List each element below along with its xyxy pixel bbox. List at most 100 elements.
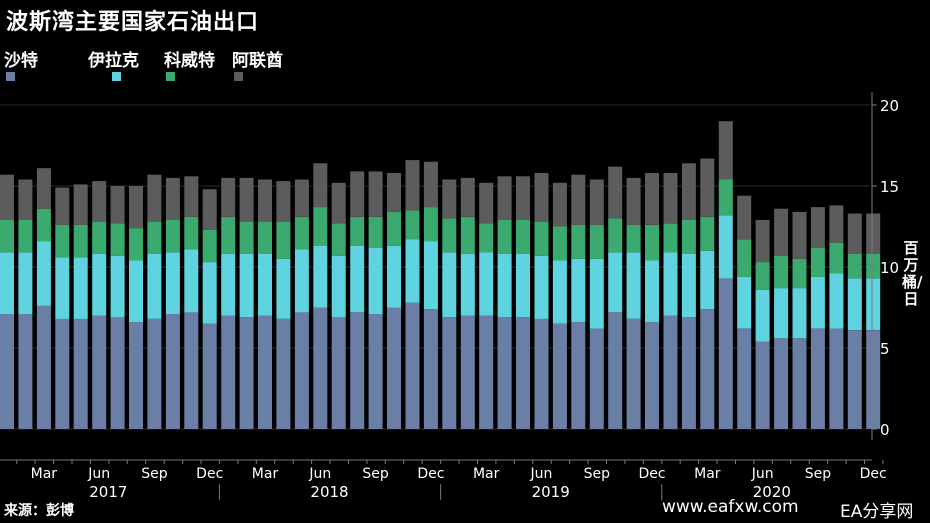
bar-segment-uae: [774, 208, 789, 256]
bar-segment-uae: [755, 220, 770, 263]
bar-segment-iraq: [774, 288, 789, 339]
bar-segment-iraq: [829, 273, 844, 329]
x-tick-label: Mar: [252, 466, 279, 482]
bar-segment-kuwait: [866, 254, 881, 279]
bar-segment-saudi: [718, 278, 733, 429]
bar-segment-saudi: [73, 318, 88, 429]
bar-segment-saudi: [387, 307, 401, 429]
bar-segment-iraq: [129, 260, 143, 323]
bar-segment-uae: [589, 179, 604, 225]
bar-segment-uae: [387, 173, 401, 212]
bar-segment-iraq: [552, 260, 567, 324]
legend-label-uae: 阿联酋: [232, 51, 283, 71]
bar-segment-iraq: [718, 215, 733, 279]
bar-segment-saudi: [313, 307, 328, 429]
bar-segment-uae: [645, 173, 659, 225]
bar-segment-uae: [810, 207, 825, 248]
bar-segment-iraq: [866, 278, 881, 331]
bar-segment-iraq: [792, 288, 807, 339]
bar-segment-saudi: [866, 330, 881, 429]
x-year-label: 2017: [89, 483, 127, 501]
x-tick-label: Mar: [31, 466, 58, 482]
bar-segment-saudi: [239, 317, 254, 429]
bar-segment-saudi: [681, 317, 696, 429]
x-tick-label: Dec: [196, 466, 223, 482]
watermark-brand: EA分享网: [840, 502, 914, 522]
bar-segment-uae: [165, 177, 180, 220]
bar-segment-kuwait: [442, 218, 457, 253]
bar-segment-uae: [0, 174, 14, 221]
bar-segment-kuwait: [313, 207, 328, 246]
bar-segment-iraq: [110, 255, 125, 318]
bar-segment-saudi: [589, 328, 604, 429]
y-tick-label: 20: [880, 97, 899, 115]
bar-segment-kuwait: [829, 242, 844, 274]
bar-segment-iraq: [589, 258, 604, 329]
legend-swatch-iraq: [112, 72, 121, 81]
bar-segment-kuwait: [589, 224, 604, 259]
bar-segment-iraq: [442, 252, 457, 318]
bar-segment-saudi: [368, 314, 383, 429]
bar-segment-kuwait: [239, 221, 254, 254]
bar-segment-kuwait: [534, 221, 549, 256]
bar-segment-iraq: [184, 249, 199, 313]
bar-segment-uae: [18, 179, 33, 220]
bar-segment-uae: [847, 213, 862, 254]
x-tick-label: Sep: [805, 466, 832, 482]
bar-segment-uae: [368, 171, 383, 217]
bar-segment-saudi: [626, 318, 641, 429]
bar-segment-saudi: [405, 302, 420, 429]
x-tick-label: Sep: [362, 466, 389, 482]
bar-segment-kuwait: [221, 216, 236, 255]
y-tick-label: 5: [880, 340, 890, 358]
bar-segment-uae: [202, 189, 217, 230]
bar-segment-saudi: [700, 309, 715, 429]
x-tick-label: Sep: [584, 466, 611, 482]
bar-segment-iraq: [202, 262, 217, 324]
bar-segment-uae: [700, 158, 715, 217]
bar-segment-iraq: [313, 245, 328, 308]
bar-segment-uae: [552, 182, 567, 227]
bar-segment-saudi: [847, 330, 862, 429]
bar-segment-uae: [239, 177, 254, 222]
bar-segment-iraq: [165, 252, 180, 314]
bar-segment-kuwait: [0, 220, 14, 253]
bar-segment-iraq: [55, 257, 70, 319]
bar-segment-iraq: [294, 249, 309, 313]
bar-segment-uae: [147, 174, 162, 222]
bar-segment-kuwait: [184, 216, 199, 250]
bar-segment-saudi: [792, 338, 807, 429]
bar-segment-saudi: [663, 315, 678, 429]
bar-segment-kuwait: [810, 247, 825, 277]
bar-segment-kuwait: [73, 224, 88, 258]
bar-segment-uae: [829, 205, 844, 243]
bar-segment-iraq: [423, 241, 438, 310]
bar-segment-kuwait: [755, 262, 770, 290]
bar-segment-saudi: [423, 309, 438, 429]
legend-label-kuwait: 科威特: [164, 51, 215, 71]
bar-segment-iraq: [755, 289, 770, 342]
bar-segment-iraq: [331, 255, 346, 318]
bar-segment-saudi: [165, 314, 180, 429]
bar-segment-kuwait: [276, 221, 291, 259]
bar-segment-kuwait: [202, 229, 217, 263]
bar-segment-kuwait: [479, 223, 494, 253]
y-tick-label: 15: [880, 178, 899, 196]
bar-segment-saudi: [36, 305, 51, 429]
bar-segment-uae: [608, 166, 623, 219]
bar-segment-kuwait: [460, 216, 475, 255]
bar-segment-uae: [350, 171, 365, 217]
x-tick-label: Dec: [417, 466, 444, 482]
bar-segment-uae: [497, 176, 512, 220]
legend-label-saudi: 沙特: [4, 51, 38, 71]
bar-segment-iraq: [516, 254, 530, 318]
bar-segment-saudi: [110, 317, 125, 429]
bar-segment-iraq: [350, 245, 365, 313]
bar-segment-iraq: [810, 276, 825, 329]
bar-segment-kuwait: [147, 221, 162, 254]
bar-segment-kuwait: [718, 179, 733, 216]
bar-segment-kuwait: [847, 254, 862, 279]
watermark-site: www.eafxw.com: [662, 497, 799, 517]
bar-segment-iraq: [663, 252, 678, 316]
chart-title: 波斯湾主要国家石油出口: [6, 10, 260, 35]
